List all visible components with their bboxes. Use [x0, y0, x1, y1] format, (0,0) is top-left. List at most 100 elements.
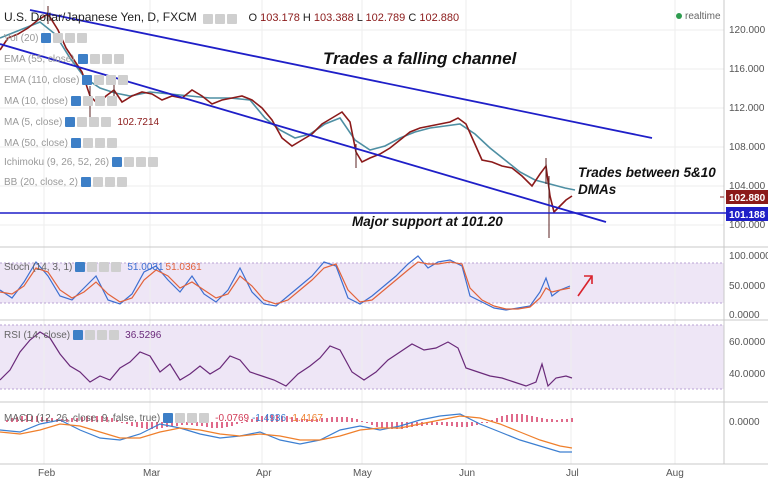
settings-icon[interactable]	[124, 157, 135, 168]
indicator-ema110[interactable]: EMA (110, close)	[4, 75, 130, 86]
macd-bar	[131, 422, 133, 426]
time-tick: Jul	[566, 468, 579, 479]
close-icon[interactable]	[199, 413, 210, 424]
stoch-legend[interactable]: Stoch (14, 3, 1) 51.0031 51.0361	[4, 262, 202, 273]
close-icon[interactable]	[106, 96, 117, 107]
time-tick: Feb	[38, 468, 56, 479]
macd-bar	[551, 419, 553, 422]
macd-bar	[571, 418, 573, 422]
eye-icon[interactable]	[112, 157, 123, 168]
settings-icon[interactable]	[94, 75, 105, 86]
add-icon[interactable]	[101, 54, 112, 65]
settings-icon[interactable]	[175, 413, 186, 424]
close-icon[interactable]	[106, 138, 117, 149]
macd-bar	[346, 417, 348, 422]
macd-bar	[251, 419, 253, 422]
close-icon[interactable]	[101, 117, 112, 128]
settings-icon[interactable]	[203, 13, 214, 24]
settings-icon[interactable]	[92, 177, 103, 188]
eye-icon[interactable]	[163, 413, 174, 424]
price-tick: 108.000	[729, 142, 766, 153]
realtime-status: realtime	[676, 11, 721, 22]
add-icon[interactable]	[136, 157, 147, 168]
eye-icon[interactable]	[73, 330, 84, 341]
settings-icon[interactable]	[87, 262, 98, 273]
add-icon[interactable]	[104, 177, 115, 188]
eye-icon[interactable]	[41, 33, 52, 44]
close-icon[interactable]	[109, 330, 120, 341]
indicator-bb[interactable]: BB (20, close, 2)	[4, 177, 129, 188]
header-buttons	[203, 11, 239, 25]
close-icon[interactable]	[116, 177, 127, 188]
eye-icon[interactable]	[77, 54, 88, 65]
macd-bar	[516, 414, 518, 422]
add-icon[interactable]	[187, 413, 198, 424]
macd-bar	[261, 416, 263, 422]
eye-icon[interactable]	[70, 96, 81, 107]
macd-bar	[326, 418, 328, 422]
chart-header: U.S. Dollar/Japanese Yen, D, FXCM O 103.…	[4, 10, 459, 25]
add-icon[interactable]	[65, 33, 76, 44]
macd-tick: 0.0000	[729, 417, 760, 428]
settings-icon[interactable]	[82, 96, 93, 107]
macd-bar	[316, 419, 318, 422]
macd-bar	[391, 422, 393, 429]
time-tick: Apr	[256, 468, 272, 479]
settings-icon[interactable]	[89, 54, 100, 65]
stoch-tick: 50.0000	[729, 281, 766, 292]
macd-bar	[96, 416, 98, 422]
macd-bar	[456, 422, 458, 427]
macd-legend[interactable]: MACD (12, 26, close, 9, false, true) -0.0…	[4, 413, 323, 424]
rsi-tick: 40.0000	[729, 369, 766, 380]
eye-icon[interactable]	[82, 75, 93, 86]
settings-icon[interactable]	[82, 138, 93, 149]
eye-icon[interactable]	[80, 177, 91, 188]
eye-icon[interactable]	[215, 13, 226, 24]
indicator-label: EMA (110, close)	[4, 75, 80, 87]
eye-icon[interactable]	[75, 262, 86, 273]
macd-bar	[106, 417, 108, 422]
macd-bar	[521, 414, 523, 422]
time-tick: Mar	[143, 468, 161, 479]
stoch-d-line	[0, 261, 571, 310]
macd-bar	[386, 422, 388, 429]
macd-bar	[351, 418, 353, 422]
add-icon[interactable]	[99, 262, 110, 273]
settings-icon[interactable]	[77, 117, 88, 128]
settings-icon[interactable]	[53, 33, 64, 44]
close-icon[interactable]	[118, 75, 129, 86]
add-icon[interactable]	[97, 330, 108, 341]
close-icon[interactable]	[77, 33, 88, 44]
add-icon[interactable]	[94, 138, 105, 149]
eye-icon[interactable]	[65, 117, 76, 128]
indicator-label: MA (5, close)	[4, 117, 63, 129]
rsi-legend[interactable]: RSI (14, close) 36.5296	[4, 330, 161, 341]
macd-bar	[86, 416, 88, 422]
close-icon[interactable]	[113, 54, 124, 65]
macd-bar	[241, 422, 243, 423]
macd-bar	[196, 422, 198, 426]
add-icon[interactable]	[89, 117, 100, 128]
close-icon[interactable]	[148, 157, 159, 168]
indicator-ichimoku[interactable]: Ichimoku (9, 26, 52, 26)	[4, 157, 160, 168]
price-tick: 116.000	[729, 64, 765, 75]
close-icon[interactable]	[111, 262, 122, 273]
macd-bar	[201, 422, 203, 426]
macd-bar	[136, 422, 138, 427]
indicator-ma5[interactable]: MA (5, close) 102.7214	[4, 117, 159, 128]
symbol-title[interactable]: U.S. Dollar/Japanese Yen, D, FXCM	[4, 10, 197, 24]
macd-bar	[221, 422, 223, 428]
indicator-ma50[interactable]: MA (50, close)	[4, 138, 119, 149]
indicator-ema55[interactable]: EMA (55, close)	[4, 54, 126, 65]
close-icon[interactable]	[227, 13, 238, 24]
eye-icon[interactable]	[70, 138, 81, 149]
macd-bar	[91, 416, 93, 422]
add-icon[interactable]	[106, 75, 117, 86]
indicator-ma10[interactable]: MA (10, close)	[4, 96, 119, 107]
indicator-vol[interactable]: Vol (20)	[4, 33, 89, 44]
macd-bar	[321, 418, 323, 422]
add-icon[interactable]	[94, 96, 105, 107]
settings-icon[interactable]	[85, 330, 96, 341]
macd-bar	[206, 422, 208, 427]
